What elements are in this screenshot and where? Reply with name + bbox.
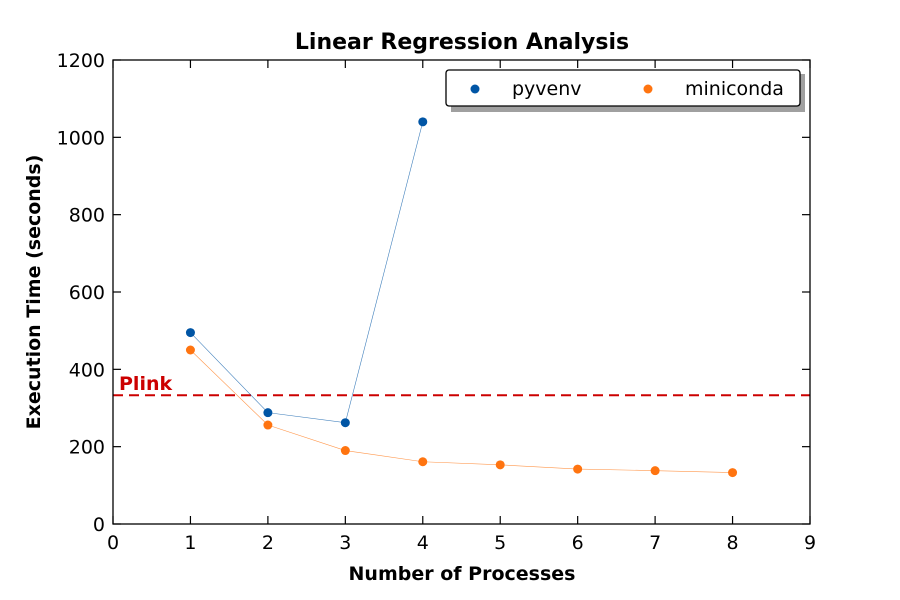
data-point-pyvenv-1 bbox=[185, 328, 195, 338]
data-point-miniconda-1 bbox=[185, 345, 195, 355]
x-tick-label: 5 bbox=[494, 532, 506, 554]
x-tick-label: 4 bbox=[417, 532, 429, 554]
reference-line-label: Plink bbox=[119, 373, 172, 395]
legend-label-miniconda: miniconda bbox=[685, 78, 784, 100]
y-tick-label: 600 bbox=[69, 282, 105, 304]
data-point-pyvenv-3 bbox=[340, 418, 350, 428]
legend-label-pyvenv: pyvenv bbox=[512, 78, 582, 100]
y-tick-label: 0 bbox=[93, 514, 105, 536]
data-point-miniconda-8 bbox=[728, 468, 738, 478]
plot-area: Plink bbox=[113, 117, 810, 478]
x-tick-label: 9 bbox=[804, 532, 816, 554]
y-tick-label: 1000 bbox=[57, 127, 105, 149]
y-axis-title: Execution Time (seconds) bbox=[23, 155, 45, 430]
series-line-pyvenv bbox=[190, 121, 424, 424]
legend: pyvenv miniconda bbox=[445, 69, 805, 112]
data-point-miniconda-5 bbox=[495, 460, 505, 470]
legend-marker-miniconda bbox=[643, 84, 653, 94]
data-point-miniconda-2 bbox=[263, 420, 273, 430]
x-tick-label: 6 bbox=[572, 532, 584, 554]
data-point-miniconda-4 bbox=[418, 457, 428, 467]
chart-title: Linear Regression Analysis bbox=[295, 30, 629, 55]
data-point-miniconda-6 bbox=[573, 464, 583, 474]
x-tick-label: 1 bbox=[184, 532, 196, 554]
y-tick-label: 800 bbox=[69, 205, 105, 227]
y-tick-label: 400 bbox=[69, 359, 105, 381]
x-axis-title: Number of Processes bbox=[349, 563, 576, 585]
data-point-miniconda-7 bbox=[650, 466, 660, 476]
x-tick-label: 0 bbox=[107, 532, 119, 554]
y-tick-label: 1200 bbox=[57, 50, 105, 72]
legend-marker-pyvenv bbox=[470, 84, 480, 94]
y-tick-label: 200 bbox=[69, 437, 105, 459]
data-point-pyvenv-2 bbox=[263, 408, 273, 418]
series-line-miniconda bbox=[190, 349, 733, 473]
x-tick-label: 3 bbox=[339, 532, 351, 554]
data-point-pyvenv-4 bbox=[418, 117, 428, 127]
data-point-miniconda-3 bbox=[340, 446, 350, 456]
x-tick-label: 7 bbox=[649, 532, 661, 554]
legend-box bbox=[445, 69, 801, 107]
x-tick-label: 8 bbox=[727, 532, 739, 554]
axis-ticks: 0 1 2 3 4 5 6 7 8 9 0 200 400 600 800 1000 1200 bbox=[57, 50, 816, 554]
x-tick-label: 2 bbox=[262, 532, 274, 554]
